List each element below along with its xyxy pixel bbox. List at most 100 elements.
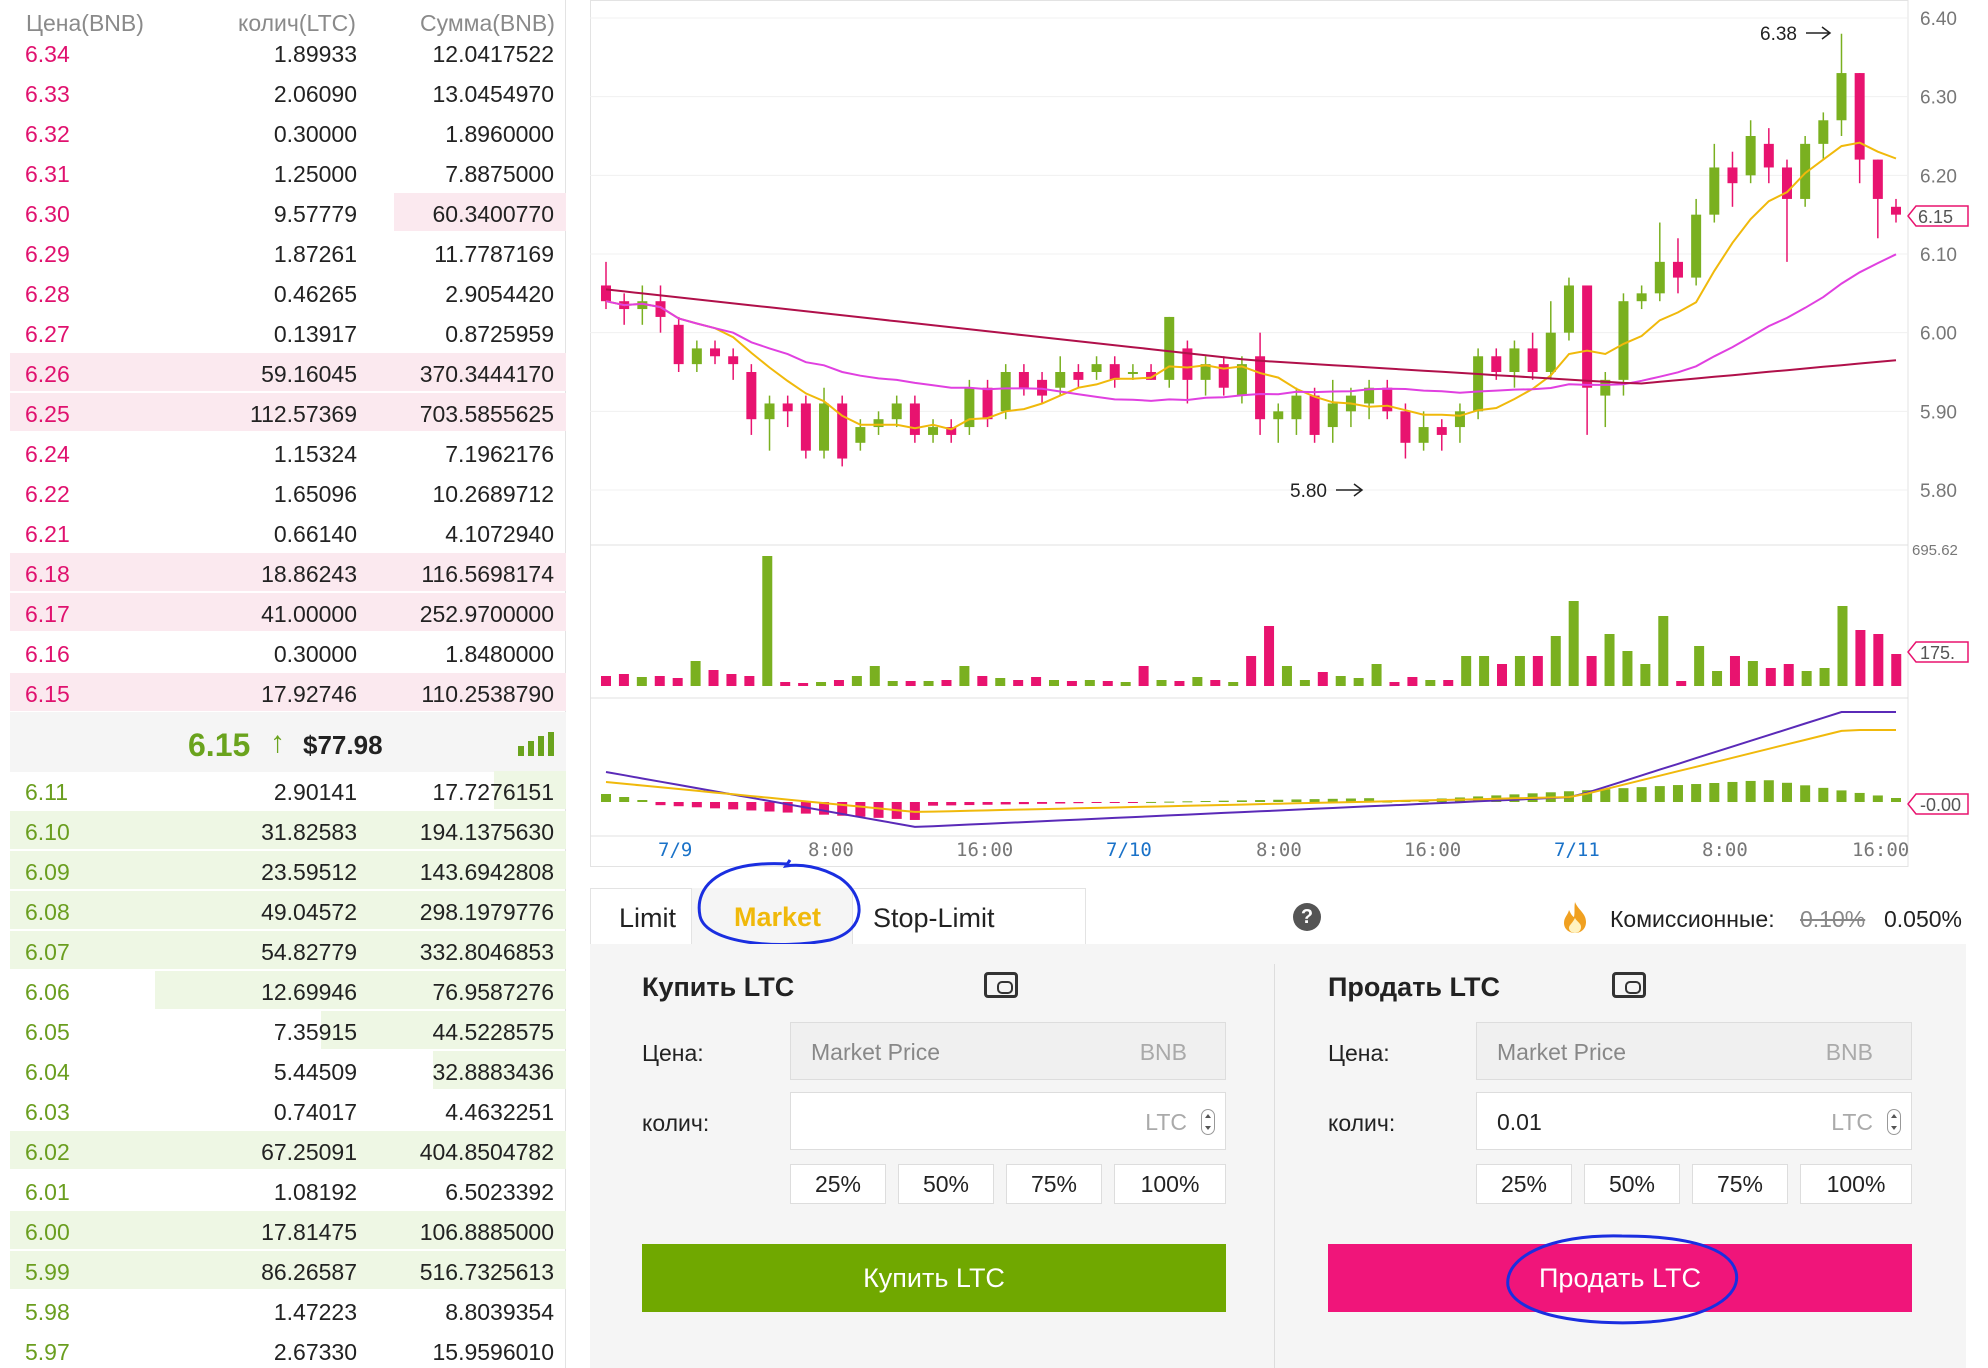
ask-row[interactable]: 6.25 112.57369 703.5855625 bbox=[10, 392, 566, 432]
volume-bar bbox=[1049, 680, 1060, 686]
ask-row[interactable]: 6.31 1.25000 7.8875000 bbox=[10, 152, 566, 192]
candle-body bbox=[800, 403, 811, 451]
high-price-label: 6.38 bbox=[1760, 24, 1797, 45]
bid-sum: 332.8046853 bbox=[419, 939, 554, 965]
bid-row[interactable]: 5.99 86.26587 516.7325613 bbox=[10, 1250, 566, 1290]
bid-row[interactable]: 6.09 23.59512 143.6942808 bbox=[10, 850, 566, 890]
ask-row[interactable]: 6.26 59.16045 370.3444170 bbox=[10, 352, 566, 392]
ask-sum: 116.5698174 bbox=[421, 561, 554, 587]
tab-stop-limit[interactable]: Stop-Limit ? bbox=[852, 888, 1321, 944]
ask-row[interactable]: 6.34 1.89933 12.0417522 bbox=[10, 32, 566, 72]
macd-histogram-bar bbox=[1763, 780, 1774, 802]
bid-row[interactable]: 6.06 12.69946 76.9587276 bbox=[10, 970, 566, 1010]
bid-row[interactable]: 5.98 1.47223 8.8039354 bbox=[10, 1290, 566, 1330]
bid-row[interactable]: 6.10 31.82583 194.1375630 bbox=[10, 810, 566, 850]
candle-body bbox=[819, 403, 830, 451]
volume-bar bbox=[1443, 680, 1454, 686]
ask-row[interactable]: 6.15 17.92746 110.2538790 bbox=[10, 672, 566, 712]
ask-qty: 18.86243 bbox=[261, 561, 357, 587]
ask-sum: 7.8875000 bbox=[445, 161, 554, 187]
volume-bar bbox=[1873, 634, 1884, 686]
macd-histogram-bar bbox=[1273, 799, 1284, 802]
tab-limit[interactable]: Limit bbox=[590, 888, 692, 944]
buy-percent-25[interactable]: 25% bbox=[790, 1164, 886, 1204]
ask-row[interactable]: 6.21 0.66140 4.1072940 bbox=[10, 512, 566, 552]
candle-body bbox=[964, 387, 975, 428]
buy-qty-input[interactable]: LTC bbox=[790, 1092, 1226, 1150]
volume-bar bbox=[816, 682, 827, 686]
volume-bar bbox=[1174, 681, 1185, 686]
ask-qty: 0.13917 bbox=[273, 321, 357, 347]
sell-qty-stepper[interactable] bbox=[1887, 1109, 1901, 1135]
ask-row[interactable]: 6.18 18.86243 116.5698174 bbox=[10, 552, 566, 592]
bid-price: 6.03 bbox=[25, 1099, 70, 1125]
sell-ltc-button[interactable]: Продать LTC bbox=[1328, 1244, 1912, 1312]
bid-row[interactable]: 6.07 54.82779 332.8046853 bbox=[10, 930, 566, 970]
macd-histogram-bar bbox=[1000, 802, 1011, 805]
ask-row[interactable]: 6.32 0.30000 1.8960000 bbox=[10, 112, 566, 152]
bid-depth-bar bbox=[155, 971, 566, 1009]
help-icon[interactable]: ? bbox=[1293, 903, 1321, 931]
bid-row[interactable]: 6.03 0.74017 4.4632251 bbox=[10, 1090, 566, 1130]
candle-body bbox=[1800, 143, 1811, 199]
wallet-icon[interactable] bbox=[1612, 972, 1646, 998]
bid-qty: 2.90141 bbox=[273, 779, 357, 805]
buy-percent-100[interactable]: 100% bbox=[1114, 1164, 1226, 1204]
sell-qty-input[interactable]: 0.01 LTC bbox=[1476, 1092, 1912, 1150]
candlestick-chart[interactable]: 6.40 6.30 6.20 6.10 6.00 5.90 5.80 6.38 5.80 6.15… bbox=[590, 0, 1988, 868]
ask-row[interactable]: 6.24 1.15324 7.1962176 bbox=[10, 432, 566, 472]
ask-row[interactable]: 6.28 0.46265 2.9054420 bbox=[10, 272, 566, 312]
macd-histogram-bar bbox=[1018, 802, 1029, 805]
volume-bar bbox=[1891, 654, 1902, 686]
sell-percent-100[interactable]: 100% bbox=[1800, 1164, 1912, 1204]
signal-bars-icon[interactable] bbox=[518, 732, 556, 756]
volume-bar bbox=[601, 676, 611, 686]
volume-bar bbox=[1550, 636, 1561, 686]
volume-bar bbox=[726, 674, 737, 686]
candle-body bbox=[1400, 411, 1411, 443]
bid-row[interactable]: 6.11 2.90141 17.7276151 bbox=[10, 770, 566, 810]
price-chart[interactable]: 6.40 6.30 6.20 6.10 6.00 5.90 5.80 6.38 5.80 6.15… bbox=[590, 0, 1988, 868]
volume-bar bbox=[923, 681, 934, 686]
bid-row[interactable]: 5.97 2.67330 15.9596010 bbox=[10, 1330, 566, 1368]
macd-histogram-bar bbox=[1872, 795, 1883, 802]
ask-row[interactable]: 6.30 9.57779 60.3400770 bbox=[10, 192, 566, 232]
ask-row[interactable]: 6.17 41.00000 252.9700000 bbox=[10, 592, 566, 632]
bid-row[interactable]: 6.00 17.81475 106.8885000 bbox=[10, 1210, 566, 1250]
candle-body bbox=[1582, 285, 1593, 388]
macd-histogram-bar bbox=[1672, 785, 1683, 802]
buy-percent-75[interactable]: 75% bbox=[1006, 1164, 1102, 1204]
bid-sum: 8.8039354 bbox=[445, 1299, 554, 1325]
bid-row[interactable]: 6.05 7.35915 44.5228575 bbox=[10, 1010, 566, 1050]
sell-percent-75[interactable]: 75% bbox=[1692, 1164, 1788, 1204]
bid-row[interactable]: 6.08 49.04572 298.1979776 bbox=[10, 890, 566, 930]
bid-row[interactable]: 6.02 67.25091 404.8504782 bbox=[10, 1130, 566, 1170]
volume-bar bbox=[1066, 681, 1077, 686]
volume-bar bbox=[941, 680, 952, 686]
volume-bar bbox=[798, 683, 809, 686]
buy-ltc-button[interactable]: Купить LTC bbox=[642, 1244, 1226, 1312]
sell-percent-25[interactable]: 25% bbox=[1476, 1164, 1572, 1204]
ask-row[interactable]: 6.33 2.06090 13.0454970 bbox=[10, 72, 566, 112]
bid-price: 6.07 bbox=[25, 939, 70, 965]
sell-percent-50[interactable]: 50% bbox=[1584, 1164, 1680, 1204]
bid-row[interactable]: 6.04 5.44509 32.8883436 bbox=[10, 1050, 566, 1090]
buy-qty-stepper[interactable] bbox=[1201, 1109, 1215, 1135]
ask-row[interactable]: 6.27 0.13917 0.8725959 bbox=[10, 312, 566, 352]
time-axis-label: 16:00 bbox=[956, 839, 1013, 861]
buy-percent-50[interactable]: 50% bbox=[898, 1164, 994, 1204]
volume-bar bbox=[1532, 656, 1543, 686]
ask-row[interactable]: 6.29 1.87261 11.7787169 bbox=[10, 232, 566, 272]
candle-body bbox=[1236, 364, 1247, 396]
wallet-icon[interactable] bbox=[984, 972, 1018, 998]
volume-bar bbox=[1246, 656, 1257, 686]
candle-body bbox=[1891, 206, 1901, 215]
candle-body bbox=[1727, 167, 1738, 184]
buy-title: Купить LTC bbox=[642, 972, 795, 1002]
ask-row[interactable]: 6.22 1.65096 10.2689712 bbox=[10, 472, 566, 512]
bid-row[interactable]: 6.01 1.08192 6.5023392 bbox=[10, 1170, 566, 1210]
price-tick-label: 5.90 bbox=[1920, 402, 1957, 423]
ask-row[interactable]: 6.16 0.30000 1.8480000 bbox=[10, 632, 566, 672]
tab-market[interactable]: Market bbox=[692, 888, 852, 944]
market-order-forms: Купить LTC Цена: Market Price BNB колич:… bbox=[590, 944, 1966, 1368]
